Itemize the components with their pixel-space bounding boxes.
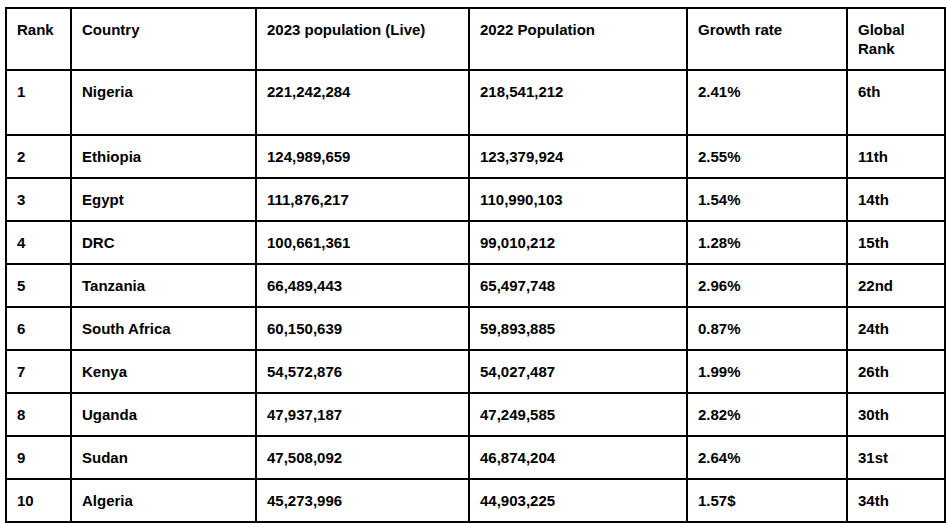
table-cell-pop2023: 124,989,659 <box>256 135 469 178</box>
table-cell-growth: 2.64% <box>687 436 847 479</box>
table-cell-rank: 4 <box>6 221 71 264</box>
table-row: 7Kenya54,572,87654,027,4871.99%26th <box>6 350 945 393</box>
table-cell-pop2023: 54,572,876 <box>256 350 469 393</box>
header-cell-country: Country <box>71 8 256 70</box>
header-cell-pop2023: 2023 population (Live) <box>256 8 469 70</box>
table-cell-global_rank: 26th <box>847 350 945 393</box>
header-cell-growth: Growth rate <box>687 8 847 70</box>
table-cell-global_rank: 11th <box>847 135 945 178</box>
table-cell-growth: 1.54% <box>687 178 847 221</box>
table-cell-country: South Africa <box>71 307 256 350</box>
table-cell-global_rank: 22nd <box>847 264 945 307</box>
table-cell-pop2022: 218,541,212 <box>469 70 687 135</box>
table-row: 2Ethiopia124,989,659123,379,9242.55%11th <box>6 135 945 178</box>
table-cell-rank: 7 <box>6 350 71 393</box>
table-cell-country: Ethiopia <box>71 135 256 178</box>
table-cell-pop2022: 65,497,748 <box>469 264 687 307</box>
table-cell-growth: 1.28% <box>687 221 847 264</box>
table-cell-global_rank: 14th <box>847 178 945 221</box>
page: RankCountry2023 population (Live)2022 Po… <box>0 7 946 523</box>
table-cell-pop2023: 60,150,639 <box>256 307 469 350</box>
table-row: 4DRC100,661,36199,010,2121.28%15th <box>6 221 945 264</box>
table-cell-pop2022: 47,249,585 <box>469 393 687 436</box>
table-cell-country: Tanzania <box>71 264 256 307</box>
table-cell-rank: 10 <box>6 479 71 522</box>
table-cell-country: Uganda <box>71 393 256 436</box>
table-cell-global_rank: 15th <box>847 221 945 264</box>
table-cell-pop2023: 47,937,187 <box>256 393 469 436</box>
table-cell-pop2022: 54,027,487 <box>469 350 687 393</box>
table-cell-pop2023: 66,489,443 <box>256 264 469 307</box>
header-cell-pop2022: 2022 Population <box>469 8 687 70</box>
table-cell-pop2023: 221,242,284 <box>256 70 469 135</box>
header-cell-global_rank: Global Rank <box>847 8 945 70</box>
table-cell-country: Algeria <box>71 479 256 522</box>
table-cell-growth: 0.87% <box>687 307 847 350</box>
header-row: RankCountry2023 population (Live)2022 Po… <box>6 8 945 70</box>
header-cell-rank: Rank <box>6 8 71 70</box>
table-cell-global_rank: 24th <box>847 307 945 350</box>
table-cell-pop2023: 111,876,217 <box>256 178 469 221</box>
table-cell-pop2022: 46,874,204 <box>469 436 687 479</box>
table-cell-pop2022: 99,010,212 <box>469 221 687 264</box>
table-cell-country: Nigeria <box>71 70 256 135</box>
table-cell-growth: 2.82% <box>687 393 847 436</box>
table-cell-country: Sudan <box>71 436 256 479</box>
table-cell-rank: 5 <box>6 264 71 307</box>
table-cell-rank: 2 <box>6 135 71 178</box>
table-cell-pop2023: 100,661,361 <box>256 221 469 264</box>
table-cell-pop2022: 44,903,225 <box>469 479 687 522</box>
table-row: 6South Africa60,150,63959,893,8850.87%24… <box>6 307 945 350</box>
table-cell-growth: 2.41% <box>687 70 847 135</box>
table-cell-country: Kenya <box>71 350 256 393</box>
table-cell-global_rank: 34th <box>847 479 945 522</box>
table-row: 9Sudan47,508,09246,874,2042.64%31st <box>6 436 945 479</box>
table-cell-pop2023: 45,273,996 <box>256 479 469 522</box>
table-row: 8Uganda47,937,18747,249,5852.82%30th <box>6 393 945 436</box>
table-cell-growth: 2.96% <box>687 264 847 307</box>
table-cell-pop2022: 123,379,924 <box>469 135 687 178</box>
table-cell-pop2022: 59,893,885 <box>469 307 687 350</box>
table-cell-country: DRC <box>71 221 256 264</box>
table-cell-country: Egypt <box>71 178 256 221</box>
table-cell-rank: 8 <box>6 393 71 436</box>
table-cell-pop2022: 110,990,103 <box>469 178 687 221</box>
table-row: 1Nigeria221,242,284218,541,2122.41%6th <box>6 70 945 135</box>
table-cell-growth: 1.57$ <box>687 479 847 522</box>
table-row: 3Egypt111,876,217110,990,1031.54%14th <box>6 178 945 221</box>
table-header: RankCountry2023 population (Live)2022 Po… <box>6 8 945 70</box>
table-cell-growth: 2.55% <box>687 135 847 178</box>
table-cell-global_rank: 30th <box>847 393 945 436</box>
table-row: 10Algeria45,273,99644,903,2251.57$34th <box>6 479 945 522</box>
population-table: RankCountry2023 population (Live)2022 Po… <box>5 7 946 523</box>
table-cell-rank: 1 <box>6 70 71 135</box>
table-row: 5Tanzania66,489,44365,497,7482.96%22nd <box>6 264 945 307</box>
table-cell-rank: 6 <box>6 307 71 350</box>
table-cell-global_rank: 31st <box>847 436 945 479</box>
table-cell-rank: 9 <box>6 436 71 479</box>
table-cell-rank: 3 <box>6 178 71 221</box>
table-cell-pop2023: 47,508,092 <box>256 436 469 479</box>
table-cell-growth: 1.99% <box>687 350 847 393</box>
table-body: 1Nigeria221,242,284218,541,2122.41%6th2E… <box>6 70 945 522</box>
table-cell-global_rank: 6th <box>847 70 945 135</box>
